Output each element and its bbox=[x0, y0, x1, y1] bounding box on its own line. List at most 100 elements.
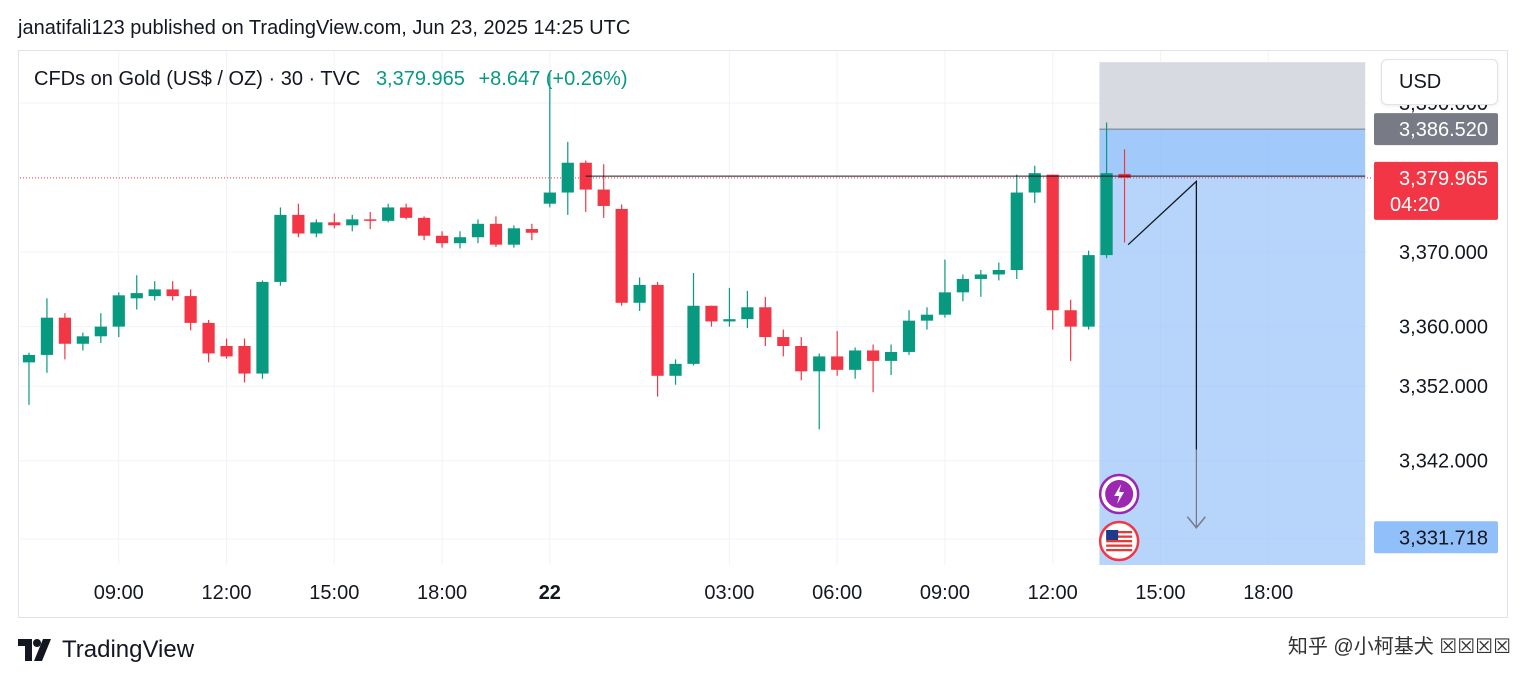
candle bbox=[849, 347, 862, 379]
candle bbox=[741, 290, 754, 329]
symbol-change: +8.647 (+0.26%) bbox=[478, 68, 628, 90]
candle bbox=[633, 277, 646, 311]
candle bbox=[813, 353, 826, 430]
symbol-name: CFDs on Gold (US$ / OZ) · 30 · TVC bbox=[34, 68, 361, 90]
candle bbox=[58, 313, 72, 360]
time-tick-label: 18:00 bbox=[1243, 582, 1293, 604]
candle-body bbox=[1028, 173, 1041, 193]
candle bbox=[94, 313, 107, 344]
candle-body bbox=[58, 317, 72, 344]
candle bbox=[795, 337, 808, 381]
candle-body bbox=[112, 295, 125, 327]
flag-stripe bbox=[1106, 544, 1133, 547]
tradingview-logo[interactable]: TradingView bbox=[18, 636, 194, 664]
candle bbox=[777, 329, 790, 357]
candle bbox=[938, 259, 952, 318]
candles-layer bbox=[22, 73, 1131, 430]
candle bbox=[956, 274, 970, 302]
candle-body bbox=[1064, 310, 1077, 327]
candle bbox=[328, 213, 341, 229]
candle-body bbox=[741, 307, 754, 320]
candle-body bbox=[777, 337, 790, 346]
candle-body bbox=[238, 345, 251, 374]
candle bbox=[238, 338, 251, 383]
candle-body bbox=[902, 320, 916, 352]
candle bbox=[166, 281, 179, 301]
candle-body bbox=[723, 319, 736, 322]
candle-body bbox=[669, 363, 682, 376]
candle bbox=[148, 281, 161, 301]
candle bbox=[382, 203, 395, 223]
candle-body bbox=[525, 229, 538, 233]
candle bbox=[76, 332, 89, 351]
axes-layer: 3,390.0003,370.0003,360.0003,352.0003,34… bbox=[94, 93, 1498, 604]
candle-body bbox=[1082, 255, 1095, 327]
candle bbox=[1100, 122, 1113, 259]
price-tick-label: 3,352.000 bbox=[1399, 376, 1488, 398]
candle-body bbox=[471, 223, 485, 238]
candle bbox=[525, 223, 538, 241]
stop-price-label-bg bbox=[1374, 113, 1498, 146]
symbol-info: CFDs on Gold (US$ / OZ) · 30 · TVC 3,379… bbox=[34, 68, 627, 91]
candle bbox=[759, 296, 772, 346]
candle bbox=[489, 216, 503, 247]
zhihu-watermark: 知乎 @小柯基犬 ☒☒☒☒ bbox=[1287, 636, 1511, 658]
time-tick-label: 09:00 bbox=[920, 582, 970, 604]
candle-body bbox=[328, 222, 341, 226]
candle-body bbox=[597, 189, 610, 206]
candle bbox=[256, 280, 269, 379]
candle bbox=[1064, 299, 1077, 361]
current-price-label-bg bbox=[1374, 161, 1498, 220]
candle-body bbox=[795, 345, 808, 372]
time-tick-label: 15:00 bbox=[1135, 582, 1185, 604]
candle bbox=[1082, 250, 1095, 330]
current-price-label: 3,379.965 bbox=[1399, 168, 1488, 190]
candle bbox=[202, 319, 215, 363]
candle bbox=[579, 160, 592, 212]
take-profit-zone bbox=[1099, 176, 1366, 565]
tradingview-brand: TradingView bbox=[62, 636, 195, 663]
candle-body bbox=[310, 222, 323, 234]
candle-body bbox=[849, 350, 862, 370]
time-tick-label: 03:00 bbox=[704, 582, 754, 604]
position-zone-layer bbox=[20, 62, 1372, 565]
stop-price-label: 3,386.520 bbox=[1399, 119, 1488, 141]
candle-body bbox=[831, 356, 844, 370]
candle bbox=[364, 211, 377, 230]
lightning-icon bbox=[1098, 473, 1140, 515]
candle-body bbox=[256, 281, 269, 374]
candle bbox=[435, 231, 449, 248]
currency-button[interactable]: USD bbox=[1381, 59, 1498, 105]
flag-stripe bbox=[1106, 535, 1133, 538]
time-tick-label: 09:00 bbox=[94, 582, 144, 604]
candle bbox=[112, 292, 125, 338]
candle bbox=[22, 352, 36, 405]
candle-body bbox=[1100, 173, 1113, 256]
candle bbox=[866, 344, 880, 393]
candle bbox=[974, 270, 987, 297]
candle bbox=[1028, 165, 1041, 203]
candle bbox=[884, 344, 898, 376]
candle bbox=[220, 338, 233, 359]
flag-stripe bbox=[1106, 549, 1133, 552]
candle bbox=[40, 298, 54, 373]
stop-loss-zone bbox=[1099, 62, 1366, 130]
candle bbox=[346, 214, 359, 232]
target-price-label: 3,331.718 bbox=[1399, 527, 1488, 549]
candle bbox=[902, 310, 916, 355]
candle bbox=[1046, 174, 1059, 330]
candle-body bbox=[651, 284, 664, 376]
candle bbox=[184, 289, 197, 331]
candle-body bbox=[687, 305, 700, 364]
candle-body bbox=[813, 356, 826, 372]
chart-frame bbox=[18, 50, 1508, 618]
candle-body bbox=[938, 292, 952, 315]
candle-body bbox=[346, 219, 359, 226]
us-flag-icon bbox=[1098, 520, 1140, 562]
candle-body bbox=[220, 345, 233, 357]
candle-body bbox=[76, 336, 89, 344]
drawing-layer bbox=[585, 175, 1366, 562]
candle-body bbox=[759, 307, 772, 338]
candle bbox=[292, 203, 305, 238]
